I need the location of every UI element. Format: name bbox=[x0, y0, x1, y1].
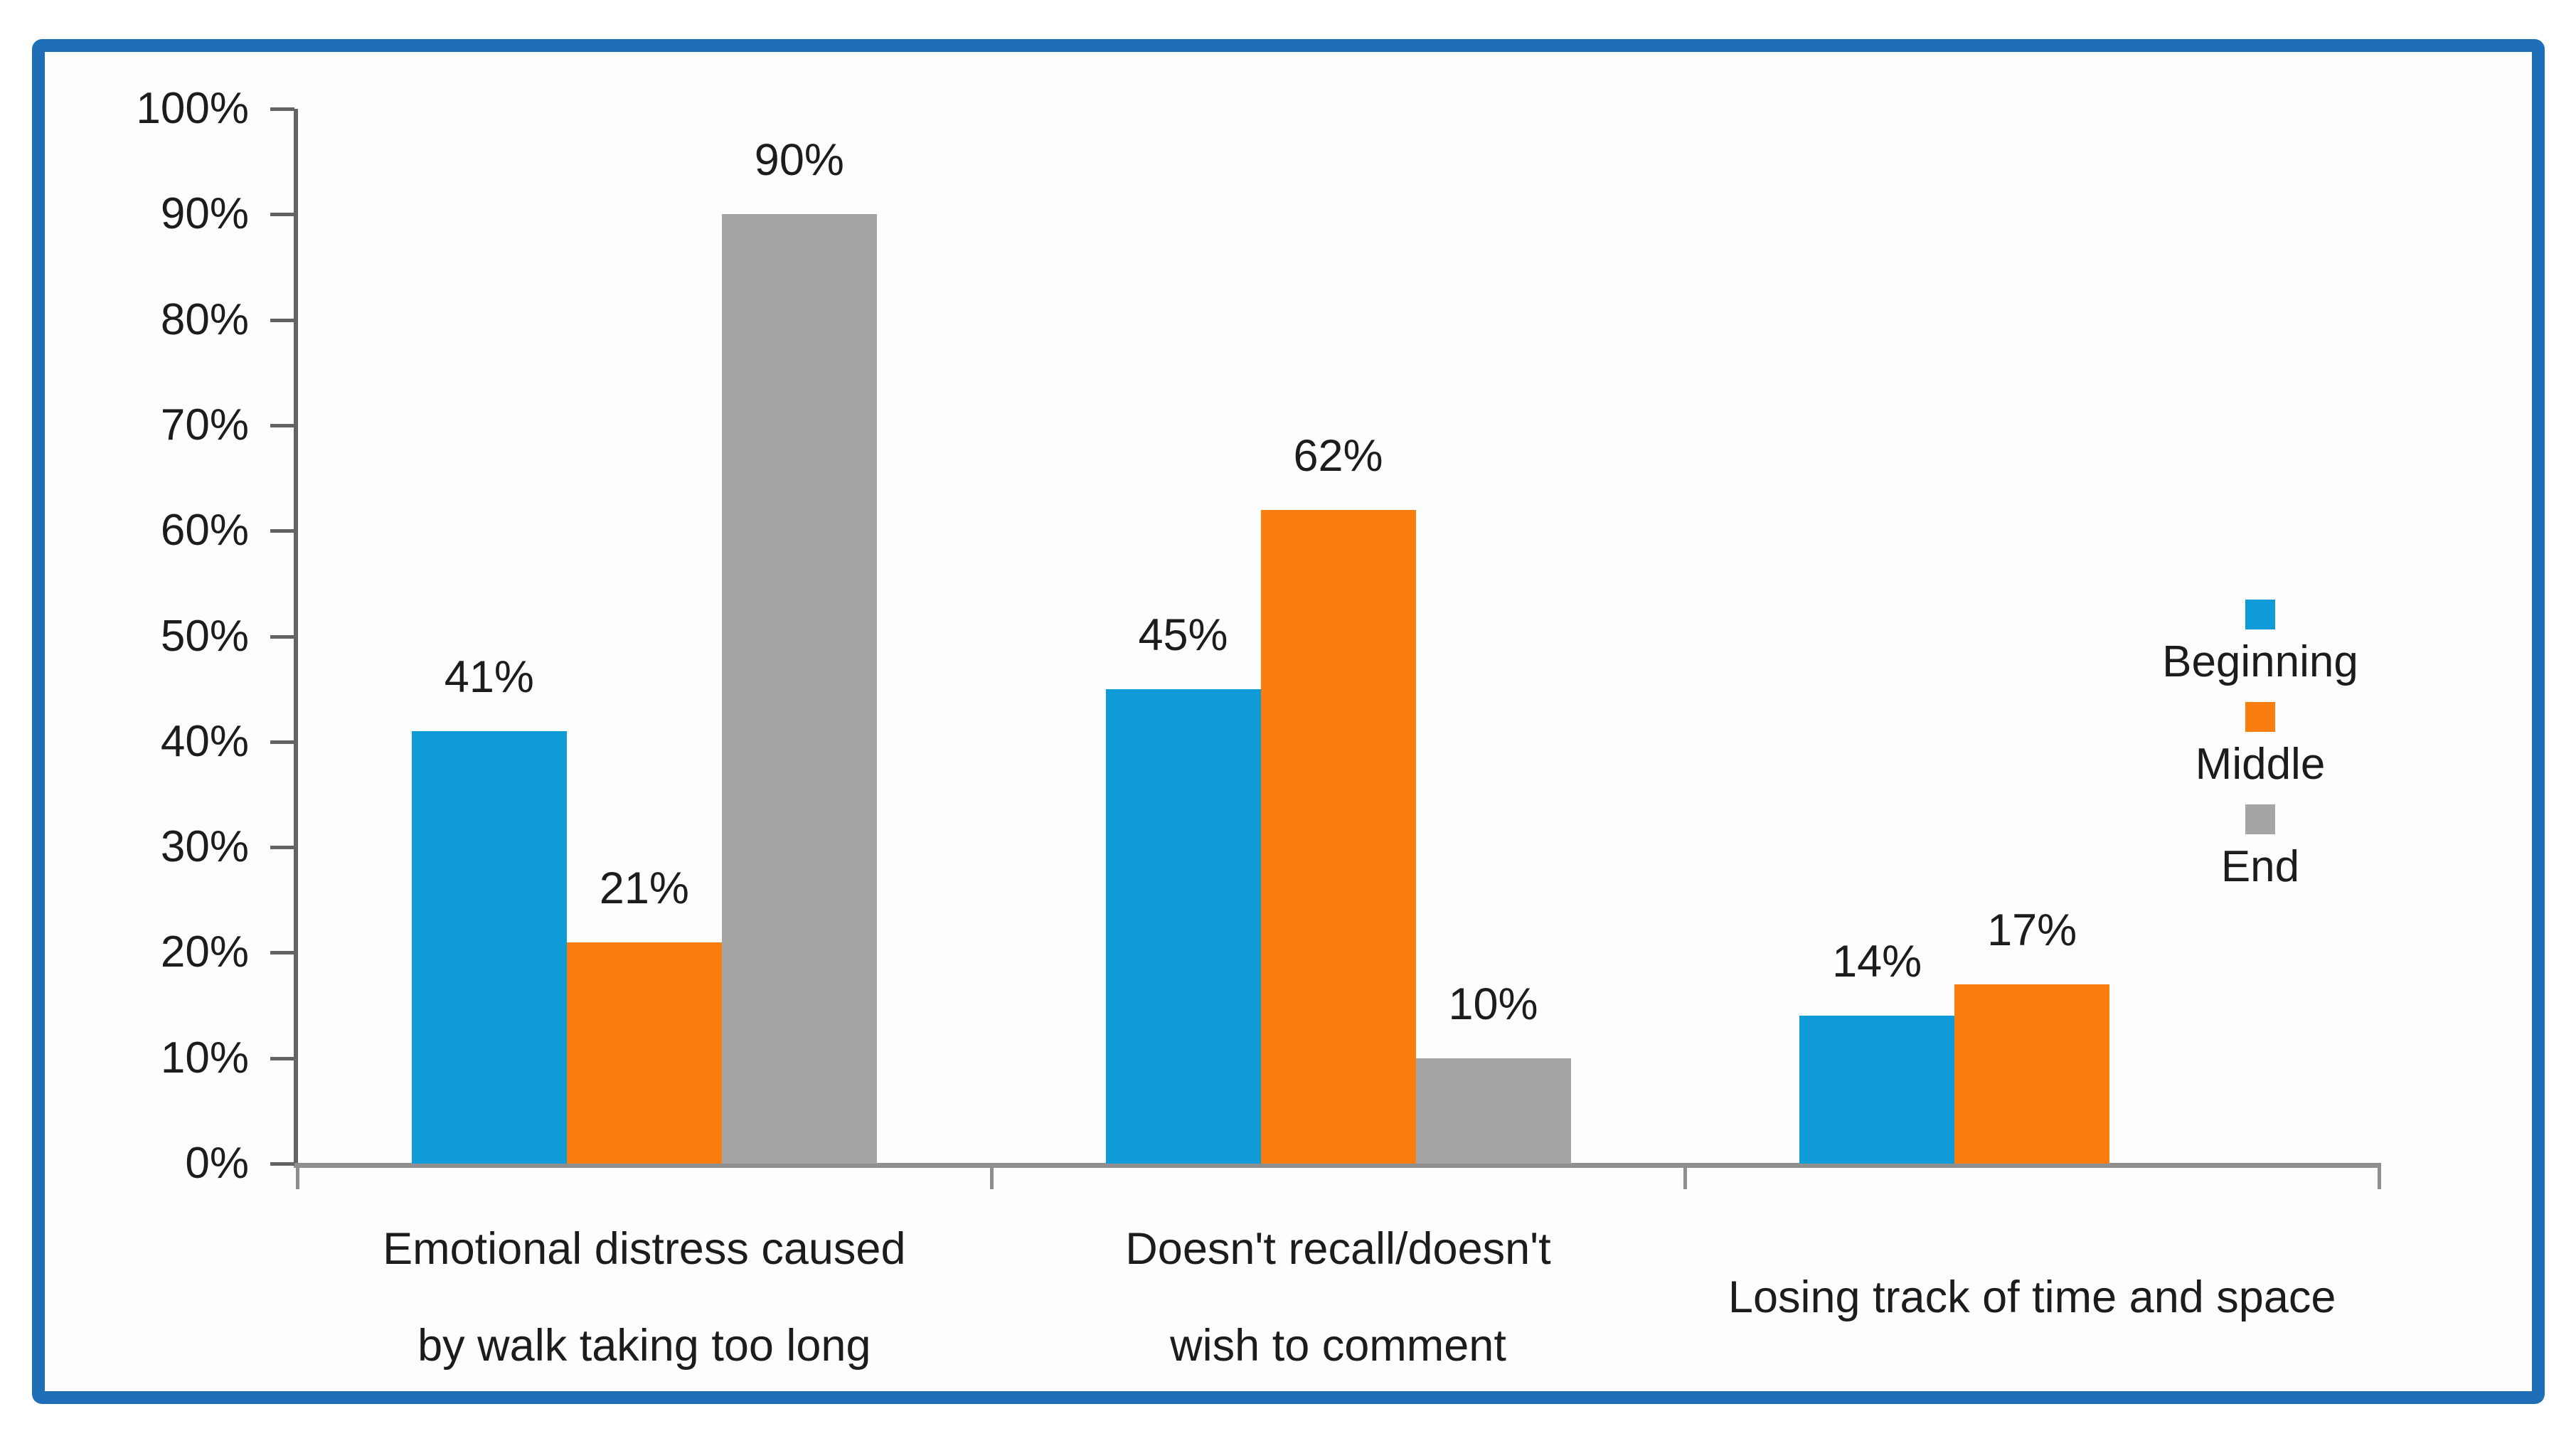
y-axis-tick bbox=[270, 1162, 294, 1166]
y-tick-label: 0% bbox=[185, 1139, 249, 1188]
category-label-line: wish to comment bbox=[1170, 1321, 1506, 1371]
x-axis-tick bbox=[1683, 1165, 1688, 1189]
category-label-line: by walk taking too long bbox=[417, 1321, 871, 1371]
legend-label-middle: Middle bbox=[2195, 740, 2326, 789]
y-tick-label: 50% bbox=[160, 611, 249, 661]
y-tick-label: 90% bbox=[160, 189, 249, 239]
bar-middle-0 bbox=[566, 942, 722, 1164]
x-axis-tick bbox=[989, 1165, 994, 1189]
x-axis-line bbox=[294, 1163, 2381, 1168]
y-tick-label: 70% bbox=[160, 400, 249, 450]
legend-swatch-middle bbox=[2245, 702, 2275, 732]
category-label-line: Losing track of time and space bbox=[1728, 1272, 2336, 1322]
bar-middle-2 bbox=[1954, 984, 2110, 1164]
y-axis-tick bbox=[270, 740, 294, 744]
y-tick-label: 40% bbox=[160, 716, 249, 766]
legend-swatch-beginning bbox=[2245, 600, 2275, 629]
bar-data-label: 21% bbox=[599, 863, 689, 913]
bar-beginning-1 bbox=[1105, 688, 1261, 1164]
bar-end-0 bbox=[721, 214, 877, 1164]
y-axis-tick bbox=[270, 1056, 294, 1060]
x-axis-tick bbox=[296, 1165, 299, 1189]
y-axis-tick bbox=[270, 634, 294, 639]
legend-item-middle: Middle bbox=[2195, 702, 2326, 804]
y-axis-tick bbox=[270, 318, 294, 322]
y-axis-tick bbox=[270, 213, 294, 217]
y-tick-label: 60% bbox=[160, 506, 249, 555]
y-tick-label: 10% bbox=[160, 1033, 249, 1083]
bar-beginning-0 bbox=[411, 730, 567, 1164]
legend-item-beginning: Beginning bbox=[2162, 600, 2358, 702]
bar-beginning-2 bbox=[1799, 1016, 1955, 1164]
category-label-line: Emotional distress caused bbox=[383, 1224, 906, 1274]
category-label-0: Emotional distress caused by walk taking … bbox=[297, 1201, 991, 1394]
bar-data-label: 17% bbox=[1987, 905, 2077, 955]
bar-data-label: 10% bbox=[1448, 979, 1538, 1029]
category-label-1: Doesn't recall/doesn't wish to comment bbox=[991, 1201, 1686, 1394]
legend-label-beginning: Beginning bbox=[2162, 637, 2358, 686]
legend-label-end: End bbox=[2220, 842, 2300, 891]
y-axis-tick bbox=[270, 423, 294, 427]
legend-swatch-end bbox=[2245, 804, 2275, 834]
y-axis-tick bbox=[270, 529, 294, 533]
y-tick-label: 30% bbox=[160, 822, 249, 872]
bar-data-label: 62% bbox=[1293, 430, 1383, 481]
y-axis-tick bbox=[270, 107, 294, 111]
bar-middle-1 bbox=[1260, 509, 1416, 1164]
bar-data-label: 90% bbox=[754, 135, 844, 186]
bar-data-label: 45% bbox=[1138, 610, 1228, 660]
y-axis-line bbox=[294, 109, 298, 1168]
y-tick-label: 100% bbox=[136, 84, 249, 133]
y-tick-label: 80% bbox=[160, 294, 249, 344]
y-tick-label: 20% bbox=[160, 927, 249, 977]
legend-item-end: End bbox=[2221, 804, 2299, 907]
chart-frame: 100% 90% 80% 70% 60% 50% 40% 30% 20% 10% 0% 41% 45% 1… bbox=[32, 39, 2545, 1404]
x-axis-tick bbox=[2378, 1165, 2381, 1189]
bar-data-label: 41% bbox=[444, 651, 534, 702]
y-axis-tick bbox=[270, 951, 294, 955]
y-axis-tick bbox=[270, 846, 294, 850]
category-label-2: Losing track of time and space bbox=[1685, 1201, 2379, 1394]
bar-end-1 bbox=[1415, 1058, 1571, 1164]
category-label-line: Doesn't recall/doesn't bbox=[1125, 1224, 1551, 1274]
legend: Beginning Middle End bbox=[2118, 600, 2402, 907]
bar-data-label: 14% bbox=[1832, 937, 1922, 987]
